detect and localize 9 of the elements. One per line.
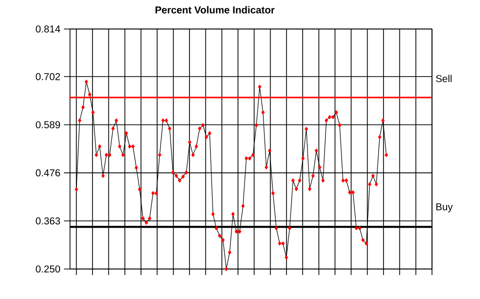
y-tick-label: 0.814 [36, 25, 60, 33]
y-tick-label: 0.589 [36, 121, 60, 128]
ref-line-label: Buy [436, 203, 453, 212]
y-tick-label: 0.702 [36, 73, 60, 80]
ref-line-label: Sell [436, 74, 452, 82]
y-tick-label: 0.363 [36, 217, 60, 224]
chart-title: Percent Volume Indicator [156, 6, 275, 14]
y-tick-label: 0.250 [36, 265, 60, 273]
y-tick-label: 0.476 [36, 169, 60, 176]
